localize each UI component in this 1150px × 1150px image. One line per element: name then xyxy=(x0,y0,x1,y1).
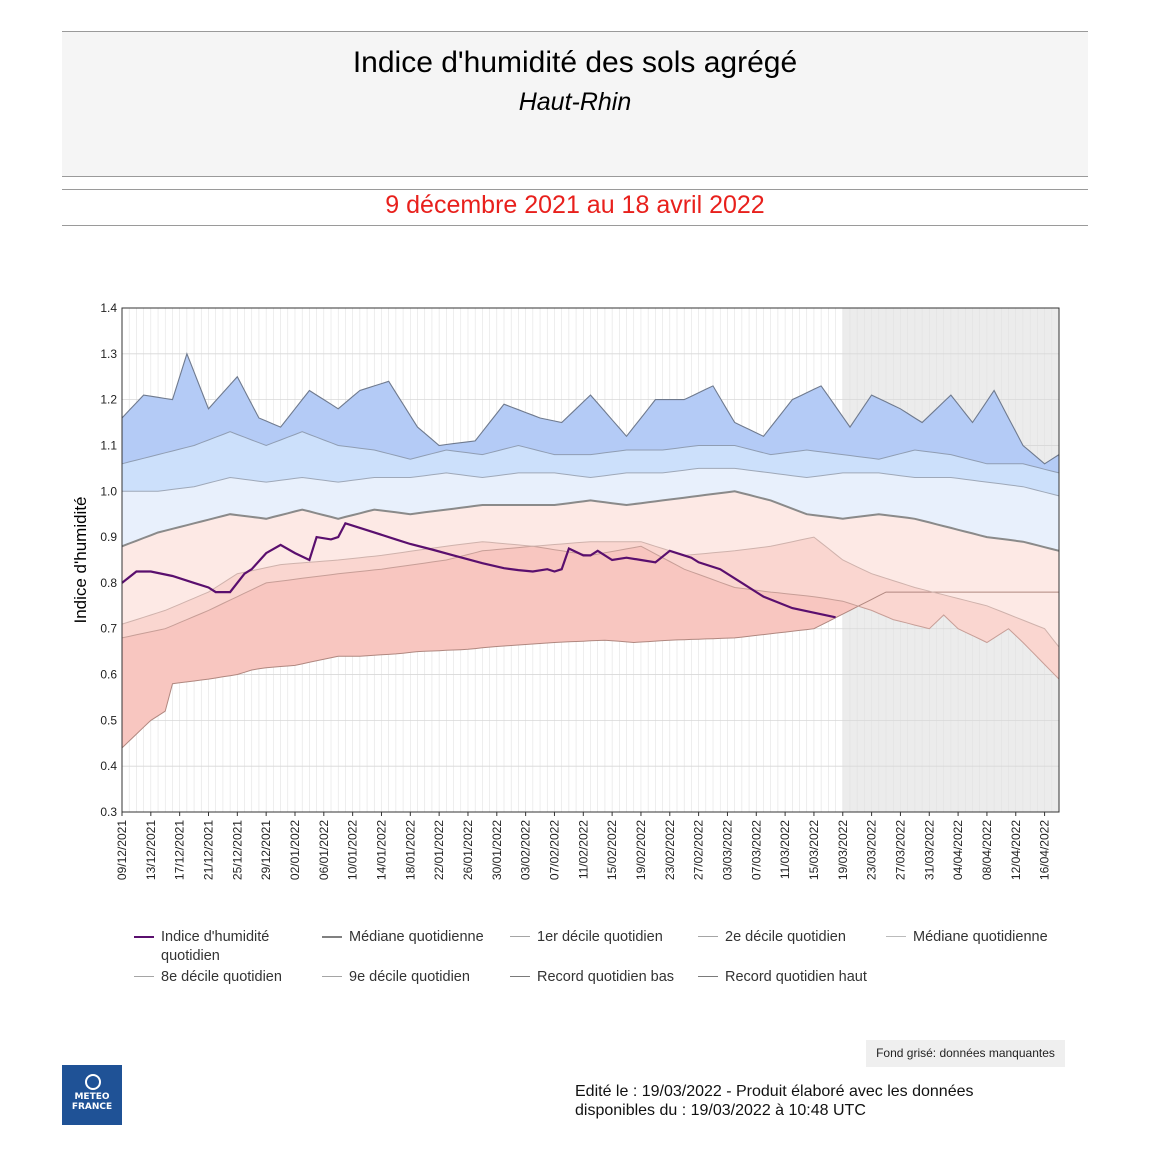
legend-label: Médiane quotidienne xyxy=(913,929,1048,945)
x-tick-label: 27/02/2022 xyxy=(692,820,706,880)
legend-label: 9e décile quotidien xyxy=(349,969,470,985)
edition-info: Edité le : 19/03/2022 - Produit élaboré … xyxy=(575,1083,974,1119)
series-median xyxy=(121,490,1060,552)
series-decile-8 xyxy=(122,467,1060,497)
x-tick-label: 23/03/2022 xyxy=(865,820,879,880)
x-tick-label: 31/03/2022 xyxy=(922,820,936,880)
x-tick-label: 23/02/2022 xyxy=(663,820,677,880)
x-tick-label: 11/02/2022 xyxy=(576,820,590,879)
y-tick-label: 1.0 xyxy=(100,484,117,498)
x-tick-label: 16/04/2022 xyxy=(1038,820,1052,880)
period-panel: 9 décembre 2021 au 18 avril 2022 xyxy=(62,189,1088,226)
x-tick-label: 26/01/2022 xyxy=(461,820,475,880)
legend-swatch xyxy=(322,936,342,938)
series-decile-9 xyxy=(121,431,1060,474)
x-tick-label: 17/12/2021 xyxy=(173,820,187,880)
series-record-low xyxy=(121,591,1059,749)
x-tick-label: 06/01/2022 xyxy=(317,820,331,880)
x-tick-label: 13/12/2021 xyxy=(144,820,158,880)
period-label: 9 décembre 2021 au 18 avril 2022 xyxy=(385,191,765,219)
legend-label: Record quotidien bas xyxy=(537,969,675,985)
series-decile-2 xyxy=(121,536,1060,648)
series-humidity-index xyxy=(121,521,836,619)
legend-label: Indice d'humidité quotidien xyxy=(161,929,270,964)
legend-swatch xyxy=(322,976,342,977)
x-tick-label: 03/02/2022 xyxy=(519,820,533,880)
missing-data-note: Fond grisé: données manquantes xyxy=(866,1040,1065,1067)
legend-swatch xyxy=(698,976,718,977)
x-tick-label: 29/12/2021 xyxy=(259,820,273,880)
y-tick-label: 1.4 xyxy=(100,301,117,315)
band-decile-9-to-record-high xyxy=(122,353,1059,473)
y-tick-label: 1.3 xyxy=(100,347,117,361)
legend-label: 1er décile quotidien xyxy=(537,929,663,945)
plot-frame xyxy=(121,307,1060,813)
x-tick-label: 02/01/2022 xyxy=(288,820,302,880)
x-tick-label: 14/01/2022 xyxy=(374,820,388,880)
x-tick-label: 07/03/2022 xyxy=(749,820,763,880)
y-tick-label: 0.4 xyxy=(100,759,117,773)
y-tick-label: 1.2 xyxy=(100,393,117,407)
title-panel: Indice d'humidité des sols agrégé Haut-R… xyxy=(62,31,1088,177)
x-tick-label: 03/03/2022 xyxy=(720,820,734,880)
x-tick-label: 09/12/2021 xyxy=(115,820,129,880)
y-tick-label: 0.8 xyxy=(100,576,117,590)
meteo-france-logo: METEO FRANCE xyxy=(62,1065,122,1125)
logo-line-2: FRANCE xyxy=(71,1102,113,1112)
x-tick-label: 25/12/2021 xyxy=(230,820,244,880)
legend-swatch xyxy=(134,936,154,938)
legend-swatch xyxy=(134,976,154,977)
x-tick-label: 30/01/2022 xyxy=(490,820,504,880)
x-tick-label: 27/03/2022 xyxy=(893,820,907,880)
y-tick-label: 0.9 xyxy=(100,530,117,544)
chart-title: Indice d'humidité des sols agrégé xyxy=(352,46,798,79)
x-tick-label: 10/01/2022 xyxy=(346,820,360,880)
series-record-high xyxy=(121,352,1060,465)
x-tick-label: 11/03/2022 xyxy=(778,820,792,879)
x-tick-label: 15/03/2022 xyxy=(807,820,821,880)
band-decile-1-to-2 xyxy=(122,537,1059,680)
y-tick-label: 0.6 xyxy=(100,668,117,682)
x-tick-label: 18/01/2022 xyxy=(403,820,417,880)
legend-label: Médiane quotidienne xyxy=(349,929,484,945)
legend-label: 8e décile quotidien xyxy=(161,969,282,985)
x-tick-label: 15/02/2022 xyxy=(605,820,619,880)
x-tick-label: 08/04/2022 xyxy=(980,820,994,880)
legend-swatch xyxy=(886,936,906,937)
y-axis-label: Indice d'humidité xyxy=(71,496,90,623)
legend-swatch xyxy=(510,936,530,937)
legend-swatch xyxy=(510,976,530,977)
y-tick-label: 0.5 xyxy=(100,713,117,727)
x-tick-label: 19/02/2022 xyxy=(634,820,648,880)
logo-text: METEO FRANCE xyxy=(62,1092,122,1112)
logo-emblem-icon xyxy=(85,1074,101,1090)
x-tick-label: 22/01/2022 xyxy=(432,820,446,880)
band-decile-2-to-median xyxy=(122,491,1059,648)
legend-label: 2e décile quotidien xyxy=(725,929,846,945)
band-record-low-to-decile-1 xyxy=(122,546,1059,748)
y-tick-label: 1.1 xyxy=(100,438,117,452)
x-tick-label: 04/04/2022 xyxy=(951,820,965,880)
x-tick-label: 21/12/2021 xyxy=(201,820,215,880)
legend-swatch xyxy=(698,936,718,937)
logo-line-1: METEO xyxy=(74,1092,110,1102)
y-tick-label: 0.7 xyxy=(100,622,117,636)
band-median-to-decile-8 xyxy=(122,468,1059,551)
x-tick-label: 07/02/2022 xyxy=(547,820,561,880)
y-tick-label: 0.3 xyxy=(100,805,117,819)
x-tick-label: 12/04/2022 xyxy=(1009,820,1023,880)
chart-subtitle: Haut-Rhin xyxy=(518,88,632,116)
legend-label: Record quotidien haut xyxy=(725,969,867,985)
x-tick-label: 19/03/2022 xyxy=(836,820,850,880)
